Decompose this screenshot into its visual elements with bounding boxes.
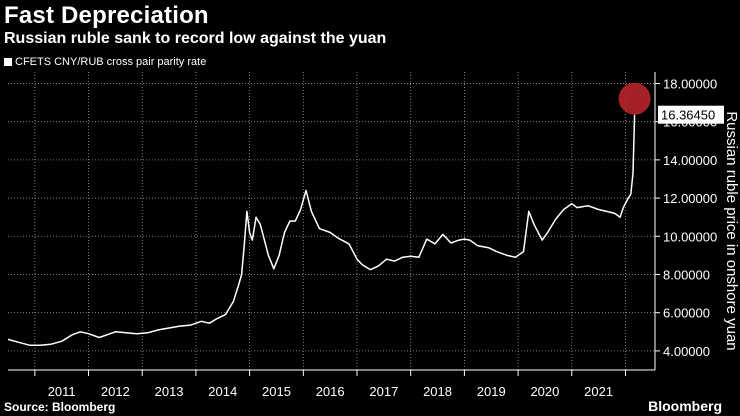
y-tick-label: 10.00000	[663, 229, 717, 244]
x-tick-label: 2018	[423, 384, 452, 399]
x-tick-label: 2021	[584, 384, 613, 399]
y-tick-label: 6.00000	[663, 306, 710, 321]
last-value-label: 16.36450	[661, 108, 715, 123]
axes	[8, 72, 660, 376]
bloomberg-logo: Bloomberg	[648, 398, 722, 414]
record-highlight-circle	[618, 82, 651, 115]
legend-label: CFETS CNY/RUB cross pair parity rate	[15, 56, 207, 68]
series-layer	[7, 114, 636, 346]
x-tick-label: 2014	[208, 384, 237, 399]
grid-lines	[8, 72, 655, 370]
x-tick-label: 2017	[369, 384, 398, 399]
legend-swatch	[4, 58, 12, 66]
x-tick-label: 2016	[316, 384, 345, 399]
chart-title: Fast Depreciation	[4, 2, 209, 29]
legend: CFETS CNY/RUB cross pair parity rate	[4, 56, 206, 68]
x-tick-label: 2020	[530, 384, 559, 399]
chart-subtitle: Russian ruble sank to record low against…	[4, 30, 387, 47]
y-axis-title: Russian ruble price in onshore yuan	[723, 111, 740, 350]
y-tick-label: 14.00000	[663, 153, 717, 168]
labels-layer: 4.00000 6.00000 8.00000 10.00000 12.00000 14.…	[48, 76, 740, 399]
source-note: Source: Bloomberg	[4, 400, 116, 414]
y-tick-label: 4.00000	[663, 344, 710, 359]
last-value-box	[658, 105, 724, 124]
x-tick-label: 2015	[262, 384, 291, 399]
y-tick-label: 8.00000	[663, 267, 710, 282]
x-tick-label: 2019	[477, 384, 506, 399]
y-tick-label: 12.00000	[663, 191, 717, 206]
x-tick-label: 2012	[101, 384, 130, 399]
highlight-marker-layer	[618, 82, 651, 115]
x-tick-label: 2013	[155, 384, 184, 399]
x-tick-label: 2011	[48, 384, 76, 399]
y-tick-label: 18.00000	[663, 76, 717, 91]
series-line-cny-rub	[7, 114, 636, 346]
